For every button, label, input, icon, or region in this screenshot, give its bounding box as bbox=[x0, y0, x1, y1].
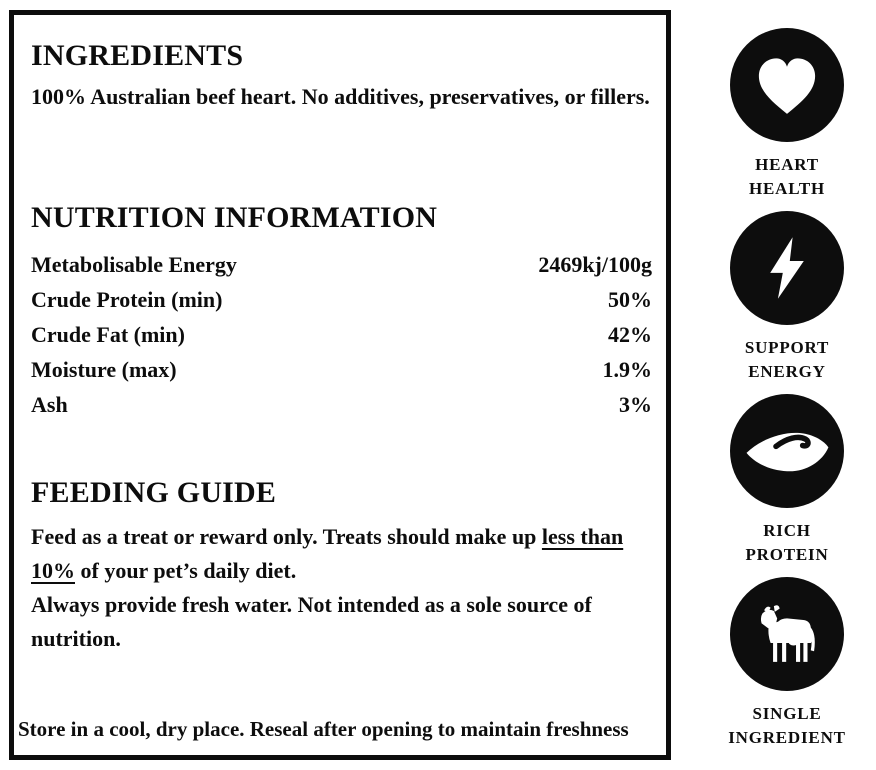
nutrient-name: Crude Protein (min) bbox=[31, 287, 223, 312]
badge-support-energy: SUPPORT ENERGY bbox=[730, 211, 844, 384]
nutrient-value: 3% bbox=[619, 392, 652, 417]
badge-label-line: SINGLE bbox=[752, 704, 822, 723]
nutrient-value: 50% bbox=[608, 287, 652, 312]
nutrient-value: 1.9% bbox=[602, 357, 653, 382]
nutrition-section: NUTRITION INFORMATION Metabolisable Ener… bbox=[31, 201, 652, 422]
nutrition-label-panel: INGREDIENTS 100% Australian beef heart. … bbox=[9, 10, 671, 760]
table-row: Moisture (max) 1.9% bbox=[31, 352, 652, 387]
badge-label: SUPPORT ENERGY bbox=[745, 336, 829, 384]
feeding-text-post: of your pet’s daily diet. bbox=[75, 558, 297, 583]
badge-single-ingredient: SINGLE INGREDIENT bbox=[728, 577, 846, 750]
nutrient-name: Crude Fat (min) bbox=[31, 322, 185, 347]
table-row: Crude Fat (min) 42% bbox=[31, 317, 652, 352]
badge-label: SINGLE INGREDIENT bbox=[728, 702, 846, 750]
feeding-text-pre: Feed as a treat or reward only. Treats s… bbox=[31, 524, 542, 549]
badge-label: RICH PROTEIN bbox=[745, 519, 828, 567]
nutrition-table: Metabolisable Energy 2469kj/100g Crude P… bbox=[31, 247, 652, 422]
badge-label-line: INGREDIENT bbox=[728, 728, 846, 747]
heart-icon bbox=[730, 28, 844, 142]
feeding-guide-heading: FEEDING GUIDE bbox=[31, 476, 277, 509]
table-row: Metabolisable Energy 2469kj/100g bbox=[31, 247, 652, 282]
nutrient-value: 2469kj/100g bbox=[538, 252, 652, 277]
badge-rich-protein: RICH PROTEIN bbox=[730, 394, 844, 567]
badge-label-line: HEART bbox=[755, 155, 819, 174]
nutrient-name: Metabolisable Energy bbox=[31, 252, 237, 277]
badge-label-line: RICH bbox=[763, 521, 811, 540]
benefit-badges-column: HEART HEALTH SUPPORT ENERGY bbox=[706, 28, 868, 760]
leaf-icon bbox=[730, 394, 844, 508]
nutrient-name: Ash bbox=[31, 392, 68, 417]
badge-label-line: PROTEIN bbox=[745, 545, 829, 564]
feeding-text-underlined: less than 10% bbox=[31, 524, 624, 583]
lightning-bolt-icon bbox=[730, 211, 844, 325]
badge-heart-health: HEART HEALTH bbox=[730, 28, 844, 201]
nutrition-heading: NUTRITION INFORMATION bbox=[31, 201, 438, 234]
badge-label-line: HEALTH bbox=[749, 179, 825, 198]
feeding-guide-section: FEEDING GUIDE Feed as a treat or reward … bbox=[31, 476, 652, 656]
feeding-guide-line1: Feed as a treat or reward only. Treats s… bbox=[31, 520, 652, 588]
ingredients-text: 100% Australian beef heart. No additives… bbox=[31, 84, 650, 109]
badge-label-line: SUPPORT bbox=[744, 338, 830, 357]
table-row: Ash 3% bbox=[31, 387, 652, 422]
ingredients-section: INGREDIENTS 100% Australian beef heart. … bbox=[31, 39, 652, 114]
badge-label-line: ENERGY bbox=[748, 362, 826, 381]
storage-note: Store in a cool, dry place. Reseal after… bbox=[18, 717, 629, 741]
table-row: Crude Protein (min) 50% bbox=[31, 282, 652, 317]
badge-label: HEART HEALTH bbox=[749, 153, 825, 201]
nutrient-name: Moisture (max) bbox=[31, 357, 177, 382]
feeding-guide-line2: Always provide fresh water. Not intended… bbox=[31, 592, 592, 651]
ingredients-heading: INGREDIENTS bbox=[31, 39, 244, 72]
cow-icon bbox=[730, 577, 844, 691]
nutrient-value: 42% bbox=[608, 322, 652, 347]
